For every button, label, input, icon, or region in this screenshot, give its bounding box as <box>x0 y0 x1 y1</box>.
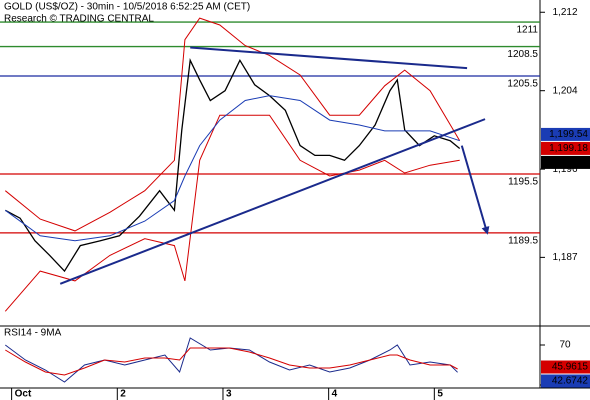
level-label: 1208.5 <box>507 49 538 60</box>
value-tag <box>541 127 590 141</box>
level-label: 1211 <box>516 25 538 36</box>
y-tick-label: 1,204 <box>552 85 577 96</box>
y-tick-label: 70 <box>559 340 571 351</box>
series-line <box>4 114 460 312</box>
chart-title: GOLD (US$/OZ) - 30min - 10/5/2018 6:52:2… <box>4 2 250 13</box>
level-label: 1205.5 <box>507 79 538 90</box>
y-tick-label: 1,187 <box>552 252 577 263</box>
value-tag-label: 1,198.45 <box>549 157 588 168</box>
series-line <box>5 95 460 242</box>
y-tick-label: 1,212 <box>552 7 577 18</box>
value-tag-label: 42.6742 <box>552 376 589 387</box>
series-line <box>4 58 461 273</box>
value-tag-label: 45.9615 <box>552 362 589 373</box>
x-tick-label: Oct <box>15 389 32 400</box>
series-line <box>4 17 461 232</box>
value-tag-label: 1,199.18 <box>549 143 588 154</box>
trendline <box>190 46 468 70</box>
trendline <box>460 145 490 235</box>
value-tag-label: 1,199.54 <box>549 129 588 140</box>
series-line <box>5 337 458 383</box>
value-tag <box>541 360 590 374</box>
x-tick-label: 5 <box>437 389 443 400</box>
x-tick-label: 3 <box>226 389 232 400</box>
x-tick-label: 2 <box>120 389 126 400</box>
rsi-title: RSI14 - 9MA <box>4 328 62 339</box>
value-tag <box>541 155 590 169</box>
level-label: 1195.5 <box>508 177 538 188</box>
x-tick-label: 4 <box>332 389 338 400</box>
value-tag <box>541 374 590 388</box>
chart-subtitle: Research © TRADING CENTRAL <box>4 14 154 25</box>
plot-layer: 1,212 1,204 1,196 1,187 1211 1208.5 1205.5 1195… <box>0 7 590 400</box>
level-label: 1189.5 <box>508 235 538 246</box>
trendline <box>59 118 486 285</box>
y-tick-label: 1,196 <box>552 164 577 175</box>
series-line <box>5 347 458 376</box>
value-tag <box>541 141 590 155</box>
